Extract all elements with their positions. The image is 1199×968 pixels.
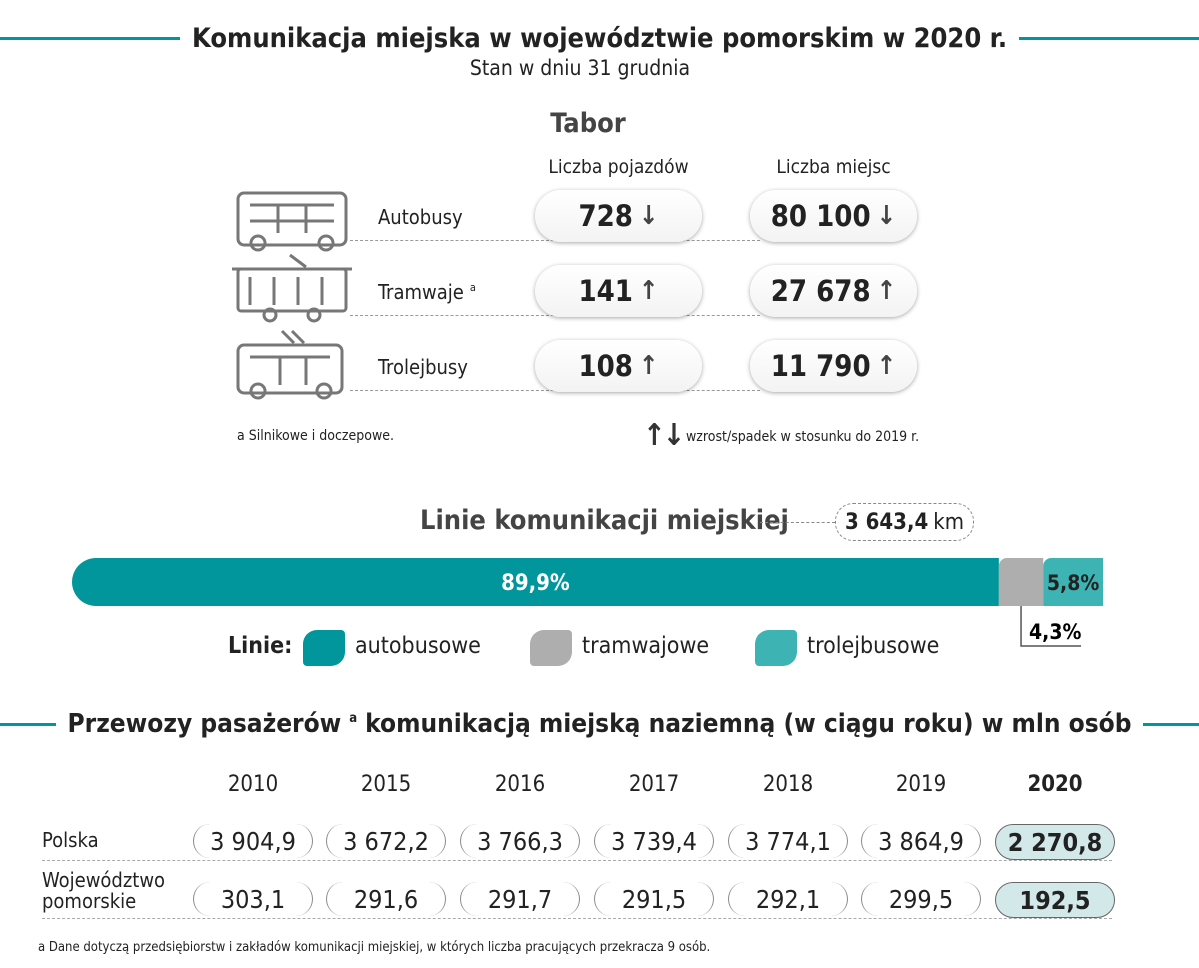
- subtitle: Stan w dniu 31 grudnia: [469, 56, 691, 80]
- footnote: a Silnikowe i doczepowe.: [237, 428, 394, 444]
- value-pill: 141 ↑: [535, 265, 702, 317]
- column-header: Liczba pojazdów: [548, 156, 689, 178]
- value-pill: 80 100 ↓: [750, 190, 917, 242]
- vehicle-label: Tramwaje: [378, 280, 464, 304]
- legend-label: trolejbusowe: [807, 633, 940, 659]
- legend-label: autobusowe: [355, 633, 481, 659]
- bar-segment: [1043, 558, 1103, 606]
- row-label: Województwo pomorskie: [42, 868, 166, 913]
- trend-arrow: ↑: [876, 276, 897, 306]
- value-pill: 299,5: [861, 882, 981, 916]
- label-leader: [1020, 606, 1082, 647]
- rule: [1019, 36, 1199, 40]
- year: 2017: [628, 772, 680, 797]
- value-pill: 3 864,9: [861, 824, 981, 858]
- total-pill: 3 643,4 km: [835, 503, 974, 541]
- value-pill: 3 766,3: [460, 824, 580, 858]
- rule: [0, 36, 180, 40]
- value: 108: [578, 349, 633, 383]
- value-pill: 11 790 ↑: [750, 340, 917, 392]
- value-pill: 27 678 ↑: [750, 265, 917, 317]
- value-pill: 291,6: [326, 882, 446, 916]
- legend-swatch: [755, 630, 797, 666]
- total: 3 643,4: [844, 509, 929, 535]
- title: komunikacją miejską naziemną (w ciągu ro…: [365, 709, 1132, 739]
- value-pill: 3 774,1: [728, 824, 848, 858]
- row-label: Tramwaje a: [378, 280, 476, 304]
- value: 728: [578, 199, 633, 233]
- chart-title: Linie komunikacji miejskiej: [420, 505, 789, 536]
- footnote-marker: a: [469, 281, 476, 295]
- value-pill: 3 739,4: [594, 824, 714, 858]
- vehicle-label: Autobusy: [378, 205, 463, 229]
- value-label: 5,8%: [1047, 571, 1099, 595]
- value: 11 790: [770, 349, 871, 383]
- trend-arrow: ↓: [876, 201, 897, 231]
- column-header: Liczba miejsc: [776, 156, 891, 178]
- rule: [1143, 722, 1199, 726]
- value-pill: 3 904,9: [193, 824, 313, 858]
- footnote: a Dane dotyczą przedsiębiorstw i zakładó…: [38, 940, 711, 955]
- header-row: Komunikacja miejska w województwie pomor…: [0, 20, 1199, 56]
- title: Przewozy pasażerów: [67, 709, 342, 739]
- year: 2019: [895, 772, 947, 797]
- year: 2016: [494, 772, 546, 797]
- row-label: Polska: [42, 828, 99, 852]
- row-label: Trolejbusy: [378, 355, 468, 379]
- year: 2018: [762, 772, 814, 797]
- legend-swatch: [303, 630, 345, 666]
- trend-arrow: ↓: [638, 201, 659, 231]
- section-title: Przewozy pasażerów a komunikacją miejską n…: [56, 709, 1144, 739]
- value-label: 89,9%: [501, 571, 570, 596]
- vehicle-icons: [232, 191, 352, 400]
- value: 80 100: [770, 199, 871, 233]
- value-pill: 292,1: [728, 882, 848, 916]
- value-pill: 108 ↑: [535, 340, 702, 392]
- trend-legend: wzrost/spadek w stosunku do 2019 r.: [686, 429, 920, 445]
- row-label: Autobusy: [378, 205, 463, 229]
- total-unit: km: [933, 509, 964, 535]
- section-title: Tabor: [550, 108, 626, 139]
- year: 2015: [360, 772, 412, 797]
- footnote-marker: a: [349, 711, 358, 727]
- value-pill: 303,1: [193, 882, 313, 916]
- trend-arrow: ↑: [638, 276, 659, 306]
- title: Komunikacja miejska w województwie pomor…: [191, 22, 1008, 54]
- legend-label: tramwajowe: [582, 633, 710, 659]
- header-row: Przewozy pasażerów a komunikacją miejską n…: [0, 706, 1199, 742]
- bar-chart: 89,9% 4,3% 5,8%: [72, 558, 1103, 647]
- trend-arrow: ↑: [638, 351, 659, 381]
- year: 2010: [227, 772, 279, 797]
- trend-icon: ↑↓: [643, 418, 685, 453]
- row-divider: [42, 918, 1112, 919]
- year: 2020: [1027, 772, 1083, 797]
- bar-segment: [998, 558, 1044, 606]
- vehicle-label: Trolejbusy: [378, 355, 468, 379]
- value-pill: 2 270,8: [995, 824, 1115, 860]
- value-pill: 291,7: [460, 882, 580, 916]
- value-pill: 291,5: [594, 882, 714, 916]
- value-pill: 728 ↓: [535, 190, 702, 242]
- leader: [760, 522, 835, 523]
- legend-swatch: [530, 630, 572, 666]
- value-label: 4,3%: [1029, 620, 1081, 644]
- value-pill: 192,5: [995, 882, 1115, 918]
- value: 141: [578, 274, 633, 308]
- value-pill: 3 672,2: [326, 824, 446, 858]
- legend-title: Linie:: [228, 633, 293, 659]
- rule: [0, 722, 56, 726]
- row-divider: [42, 860, 1112, 861]
- bar-segment: [72, 558, 999, 606]
- value: 27 678: [770, 274, 871, 308]
- trend-arrow: ↑: [876, 351, 897, 381]
